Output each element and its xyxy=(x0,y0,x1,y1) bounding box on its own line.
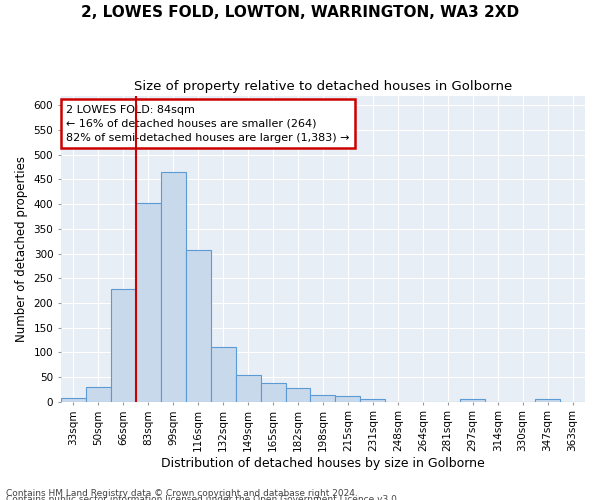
Bar xyxy=(211,347,236,402)
Text: 2, LOWES FOLD, LOWTON, WARRINGTON, WA3 2XD: 2, LOWES FOLD, LOWTON, WARRINGTON, WA3 2… xyxy=(81,5,519,20)
Bar xyxy=(86,387,111,402)
Bar xyxy=(310,396,335,402)
Bar xyxy=(361,398,385,402)
Title: Size of property relative to detached houses in Golborne: Size of property relative to detached ho… xyxy=(134,80,512,93)
Bar xyxy=(161,172,186,402)
Bar xyxy=(535,399,560,402)
Bar xyxy=(111,289,136,402)
Text: Contains public sector information licensed under the Open Government Licence v3: Contains public sector information licen… xyxy=(6,495,400,500)
Y-axis label: Number of detached properties: Number of detached properties xyxy=(15,156,28,342)
Bar xyxy=(335,396,361,402)
Bar xyxy=(260,383,286,402)
Bar xyxy=(136,202,161,402)
Bar xyxy=(460,399,485,402)
Bar xyxy=(61,398,86,402)
Bar xyxy=(186,250,211,402)
Bar xyxy=(236,375,260,402)
Text: 2 LOWES FOLD: 84sqm
← 16% of detached houses are smaller (264)
82% of semi-detac: 2 LOWES FOLD: 84sqm ← 16% of detached ho… xyxy=(66,104,350,142)
X-axis label: Distribution of detached houses by size in Golborne: Distribution of detached houses by size … xyxy=(161,457,485,470)
Bar xyxy=(286,388,310,402)
Text: Contains HM Land Registry data © Crown copyright and database right 2024.: Contains HM Land Registry data © Crown c… xyxy=(6,488,358,498)
